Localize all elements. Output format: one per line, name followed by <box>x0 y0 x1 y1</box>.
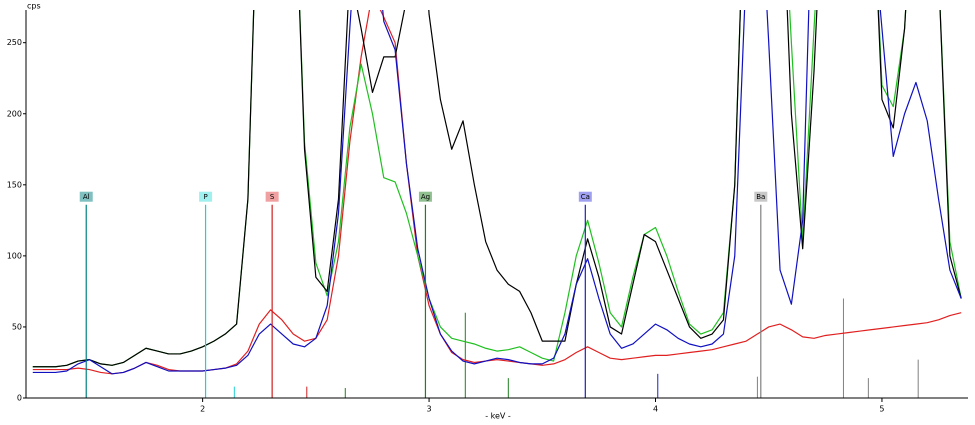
element-label-box <box>199 191 213 202</box>
element-label: P <box>203 193 207 201</box>
element-label-box <box>418 191 432 202</box>
element-label: Al <box>83 193 90 201</box>
x-tick-label: 4 <box>653 405 658 414</box>
spectrum-line <box>32 10 962 368</box>
y-tick-label: 0 <box>17 394 22 403</box>
element-label-box <box>754 191 768 202</box>
x-tick-label: 5 <box>879 405 884 414</box>
x-tick-label: 3 <box>427 405 432 414</box>
element-label-box <box>265 191 279 202</box>
spectrum-line <box>32 10 962 375</box>
plot-area: Al P S Ag Ca Ba <box>32 10 962 398</box>
x-axis-label: - keV - <box>485 412 511 421</box>
y-axis-label: cps <box>27 2 41 11</box>
element-label: S <box>270 193 275 201</box>
y-tick-label: 200 <box>7 109 22 118</box>
y-tick-label: 100 <box>7 251 22 260</box>
x-tick-label: 2 <box>200 405 205 414</box>
y-tick-label: 150 <box>7 180 22 189</box>
element-label: Ca <box>581 193 590 201</box>
y-tick-label: 250 <box>7 38 22 47</box>
element-label-box <box>578 191 592 202</box>
y-tick-label: 50 <box>12 322 22 331</box>
element-label-box <box>79 191 93 202</box>
element-label: Ag <box>421 193 430 201</box>
element-label: Ba <box>756 193 765 201</box>
